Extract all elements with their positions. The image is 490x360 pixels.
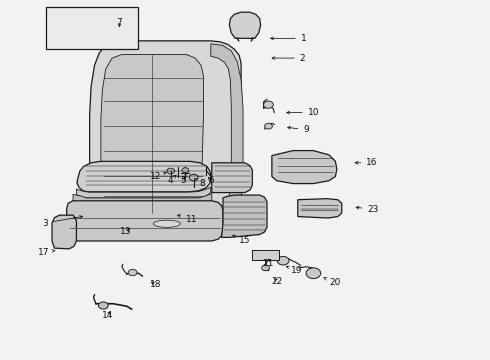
Text: 16: 16	[355, 158, 378, 167]
Text: 20: 20	[324, 278, 341, 287]
Text: 11: 11	[177, 215, 197, 224]
Circle shape	[262, 265, 270, 271]
Polygon shape	[229, 12, 261, 39]
Polygon shape	[52, 215, 76, 249]
Polygon shape	[298, 199, 342, 218]
Text: 18: 18	[150, 280, 162, 289]
Polygon shape	[211, 44, 243, 218]
Text: 15: 15	[233, 235, 251, 246]
Text: 9: 9	[288, 125, 309, 134]
Text: 13: 13	[120, 228, 131, 237]
Circle shape	[182, 168, 189, 173]
Ellipse shape	[153, 220, 180, 227]
Circle shape	[277, 256, 289, 265]
Circle shape	[76, 22, 86, 29]
Circle shape	[265, 123, 272, 129]
Text: 6: 6	[208, 176, 214, 185]
Circle shape	[128, 269, 137, 276]
FancyBboxPatch shape	[46, 7, 138, 49]
Text: 14: 14	[101, 311, 113, 320]
Text: 7: 7	[117, 18, 122, 27]
Polygon shape	[221, 195, 267, 237]
Text: 22: 22	[271, 276, 282, 285]
Text: 3: 3	[42, 216, 83, 228]
Polygon shape	[76, 187, 211, 198]
Polygon shape	[67, 201, 223, 241]
Polygon shape	[272, 150, 337, 184]
Text: 12: 12	[150, 172, 166, 181]
FancyBboxPatch shape	[252, 250, 279, 260]
Text: 8: 8	[194, 179, 205, 188]
Text: 2: 2	[272, 54, 305, 63]
Text: 5: 5	[180, 176, 186, 185]
Circle shape	[167, 168, 174, 174]
Text: 1: 1	[270, 34, 307, 43]
Text: 19: 19	[286, 266, 302, 275]
Circle shape	[62, 35, 71, 41]
Text: 23: 23	[356, 205, 379, 214]
Polygon shape	[212, 163, 252, 193]
Polygon shape	[101, 54, 203, 215]
Circle shape	[189, 174, 198, 181]
Polygon shape	[77, 161, 211, 192]
Circle shape	[98, 302, 108, 309]
Text: 17: 17	[37, 248, 55, 257]
Polygon shape	[90, 41, 241, 218]
Polygon shape	[73, 194, 212, 203]
Circle shape	[75, 35, 84, 41]
Text: 21: 21	[263, 259, 274, 268]
Circle shape	[64, 19, 74, 26]
Circle shape	[306, 268, 321, 279]
Circle shape	[264, 101, 273, 108]
Text: 4: 4	[168, 175, 176, 185]
Text: 10: 10	[287, 108, 319, 117]
